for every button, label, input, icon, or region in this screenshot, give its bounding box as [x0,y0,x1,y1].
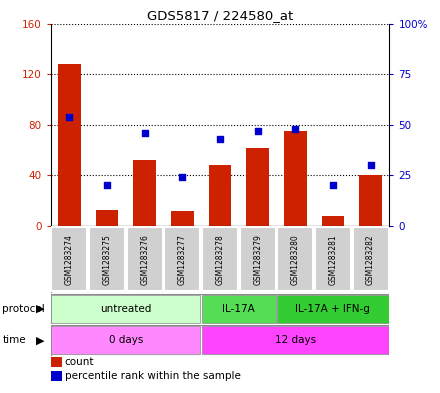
Bar [315,227,351,292]
Text: time: time [2,335,26,345]
Text: IL-17A: IL-17A [223,304,255,314]
Text: count: count [65,356,94,367]
Text: 0 days: 0 days [109,335,143,345]
Text: GSM1283276: GSM1283276 [140,234,149,285]
Text: GSM1283279: GSM1283279 [253,234,262,285]
Text: protocol: protocol [2,304,45,314]
Text: ▶: ▶ [36,335,45,345]
Point [66,114,73,120]
Bar [239,227,276,292]
Point [141,130,148,136]
Bar [51,295,201,323]
Bar [58,64,81,226]
Bar [277,227,313,292]
Bar [202,295,276,323]
Text: GSM1283274: GSM1283274 [65,234,74,285]
Bar [171,211,194,226]
Bar [164,227,201,292]
Bar [209,165,231,226]
Bar [133,160,156,226]
Bar [51,326,201,354]
Bar [89,227,125,292]
Text: untreated: untreated [100,304,151,314]
Bar [202,326,389,354]
Point [292,126,299,132]
Bar [277,295,389,323]
Bar [284,131,307,226]
Bar [359,175,382,226]
Text: GSM1283277: GSM1283277 [178,234,187,285]
Bar [51,227,88,292]
Bar [352,227,389,292]
Text: IL-17A + IFN-g: IL-17A + IFN-g [296,304,370,314]
Bar [202,227,238,292]
Text: GSM1283282: GSM1283282 [366,234,375,285]
Bar [127,227,163,292]
Title: GDS5817 / 224580_at: GDS5817 / 224580_at [147,9,293,22]
Bar [96,209,118,226]
Bar [322,216,344,226]
Text: GSM1283275: GSM1283275 [103,234,112,285]
Text: 12 days: 12 days [275,335,316,345]
Point [216,136,224,142]
Point [179,174,186,180]
Point [330,182,337,189]
Bar [246,147,269,226]
Text: GSM1283278: GSM1283278 [216,234,224,285]
Text: ▶: ▶ [36,304,45,314]
Point [254,128,261,134]
Point [103,182,110,189]
Text: GSM1283281: GSM1283281 [328,234,337,285]
Text: percentile rank within the sample: percentile rank within the sample [65,371,241,381]
Point [367,162,374,168]
Text: GSM1283280: GSM1283280 [291,234,300,285]
